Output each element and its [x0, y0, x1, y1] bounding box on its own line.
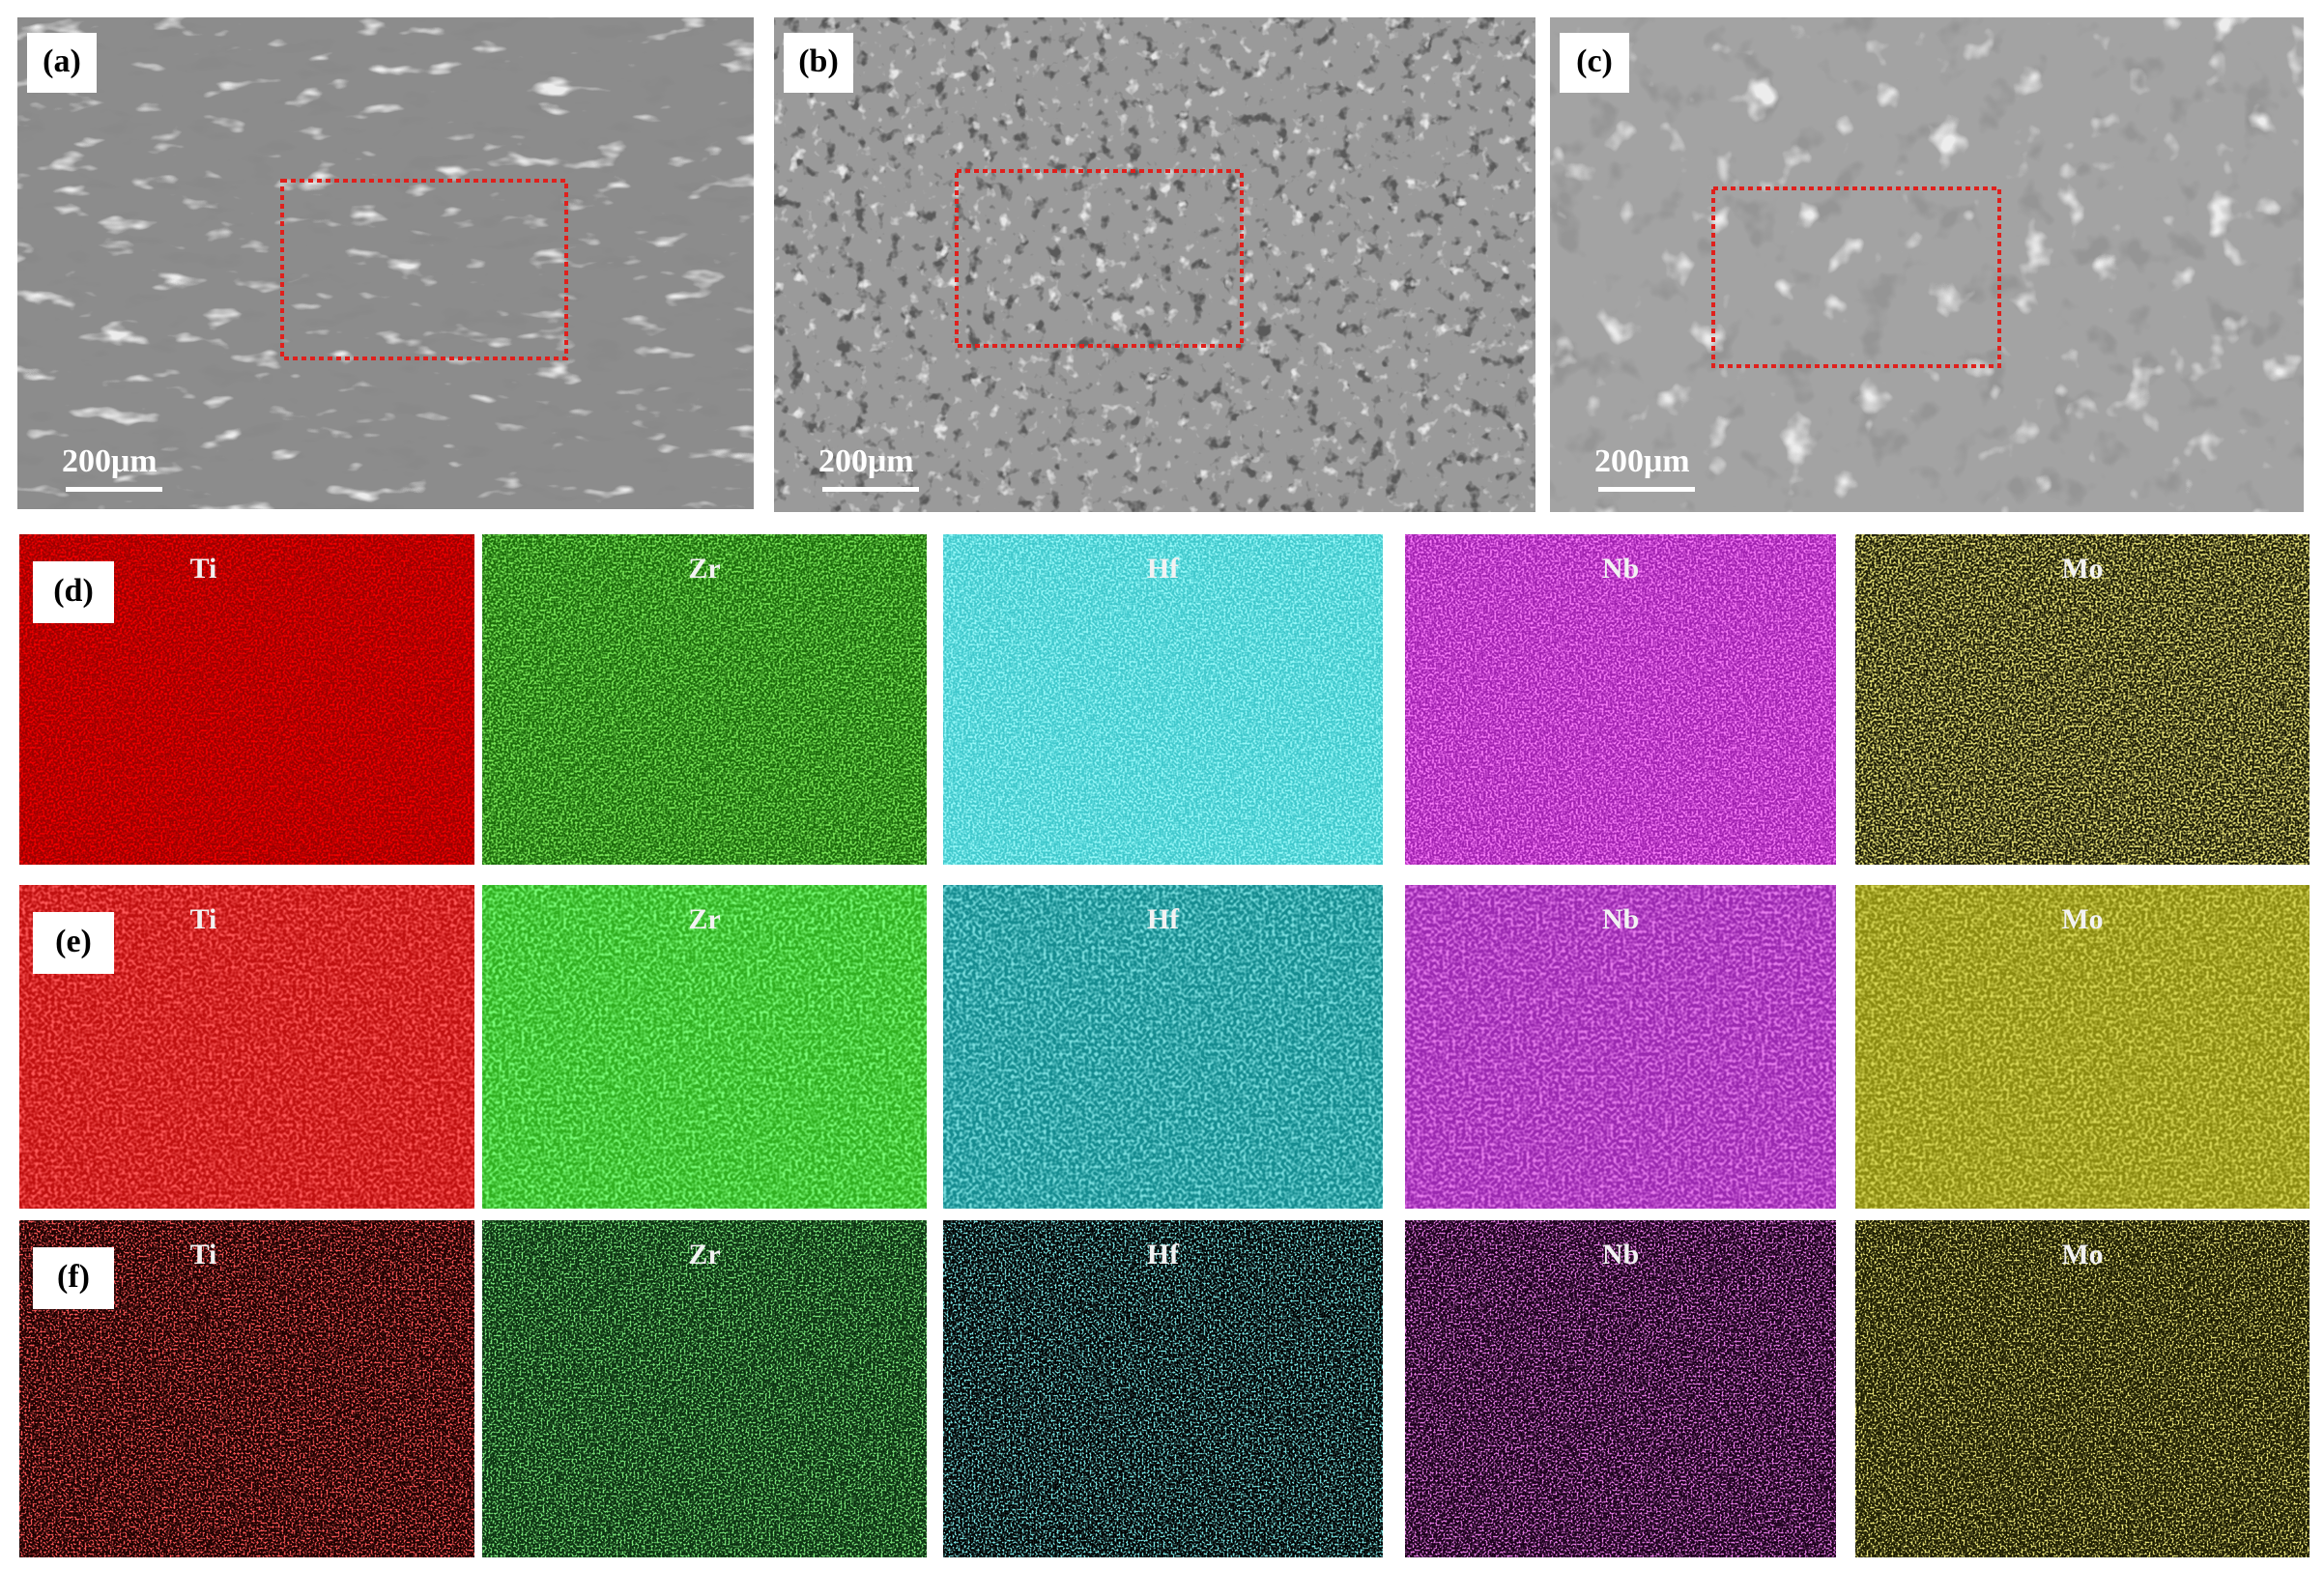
map-texture	[1405, 534, 1836, 865]
element-label: Hf	[1147, 553, 1180, 585]
element-label: Zr	[688, 553, 720, 585]
sem-panel: (b) 200μm	[774, 17, 1535, 512]
map-texture	[1855, 1220, 2310, 1557]
sem-texture	[1550, 17, 2304, 512]
sem-texture	[774, 17, 1535, 512]
panel-label: (a)	[43, 43, 81, 79]
panel-label: (c)	[1576, 43, 1613, 79]
sem-panel: (c) 200μm	[1550, 17, 2304, 512]
element-label: Nb	[1602, 1239, 1639, 1270]
element-label: Hf	[1147, 903, 1180, 935]
label-box	[1560, 33, 1629, 93]
eds-map: Hf	[943, 885, 1383, 1209]
panel-label: (e)	[55, 924, 92, 959]
scale-bar-label: 200μm	[818, 443, 914, 479]
eds-map: Ti	[19, 534, 474, 865]
map-texture	[1405, 1220, 1836, 1557]
map-texture	[943, 885, 1383, 1209]
map-texture	[943, 534, 1383, 865]
eds-map: Zr	[482, 1220, 927, 1557]
scale-bar-label: 200μm	[1594, 443, 1690, 479]
sem-panel: (a) 200μm	[17, 17, 754, 509]
element-label: Mo	[2061, 903, 2103, 935]
eds-map: Mo	[1855, 534, 2310, 865]
element-label: Zr	[688, 903, 720, 935]
panel-label: (b)	[798, 43, 839, 79]
element-label: Ti	[190, 553, 217, 585]
element-label: Mo	[2061, 1239, 2103, 1270]
element-label: Mo	[2061, 553, 2103, 585]
map-texture	[1405, 885, 1836, 1209]
eds-map: Zr	[482, 534, 927, 865]
sem-texture	[17, 17, 754, 509]
region-box	[280, 179, 568, 360]
map-texture	[482, 885, 927, 1209]
element-label: Zr	[688, 1239, 720, 1270]
scale-bar-label: 200μm	[62, 443, 158, 479]
eds-map: Hf	[943, 534, 1383, 865]
label-box	[33, 561, 114, 623]
element-label: Nb	[1602, 903, 1639, 935]
element-label: Nb	[1602, 553, 1639, 585]
region-box	[1711, 186, 2001, 368]
element-label: Ti	[190, 1239, 217, 1270]
eds-map: Mo	[1855, 1220, 2310, 1557]
eds-map: Hf	[943, 1220, 1383, 1557]
map-texture	[482, 534, 927, 865]
map-texture	[1855, 534, 2310, 865]
eds-map: Mo	[1855, 885, 2310, 1209]
eds-map: Ti	[19, 1220, 474, 1557]
region-box	[955, 169, 1244, 348]
label-box	[784, 33, 853, 93]
scale-bar	[822, 487, 919, 492]
panel-label: (f)	[57, 1259, 90, 1295]
label-box	[33, 1247, 114, 1309]
eds-map: Nb	[1405, 534, 1836, 865]
map-texture	[943, 1220, 1383, 1557]
eds-map: Nb	[1405, 885, 1836, 1209]
scale-bar	[1598, 487, 1695, 492]
element-label: Hf	[1147, 1239, 1180, 1270]
element-label: Ti	[190, 903, 217, 935]
label-box	[27, 33, 97, 93]
map-texture	[482, 1220, 927, 1557]
eds-map: Zr	[482, 885, 927, 1209]
map-texture	[1855, 885, 2310, 1209]
panel-label: (d)	[53, 573, 94, 609]
eds-map: Nb	[1405, 1220, 1836, 1557]
scale-bar	[66, 487, 162, 492]
label-box	[33, 912, 114, 974]
